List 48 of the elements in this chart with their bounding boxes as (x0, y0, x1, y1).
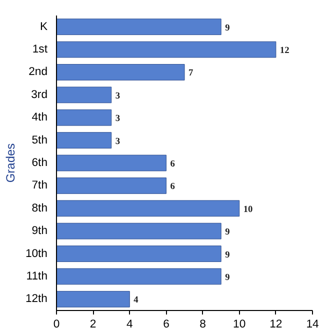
data-label: 4 (134, 296, 139, 306)
data-label: 9 (225, 23, 230, 34)
data-label: 3 (115, 136, 120, 147)
x-tick-label: 6 (163, 318, 170, 330)
data-label: 12 (280, 46, 290, 56)
data-label: 6 (170, 182, 176, 192)
data-label: 9 (225, 228, 230, 238)
data-label: 10 (243, 204, 254, 215)
bar (56, 200, 240, 217)
bar (56, 86, 112, 104)
x-tick-label: 2 (90, 318, 96, 330)
data-label: 7 (188, 68, 194, 79)
y-tick-label: 10th (25, 248, 48, 260)
bar (56, 132, 112, 148)
x-tick-label: 4 (126, 318, 133, 330)
data-label: 3 (115, 114, 120, 124)
bar (56, 290, 130, 308)
x-tick-label: 10 (233, 318, 246, 330)
y-tick-label: K (40, 20, 48, 33)
bar (56, 64, 185, 80)
x-tick-label: 0 (53, 318, 60, 330)
bar (56, 18, 222, 36)
bar (56, 41, 276, 58)
y-axis-title: Grades (3, 143, 18, 183)
y-tick-label: 2nd (28, 66, 48, 78)
bar (56, 268, 222, 285)
y-tick-label: 8th (32, 202, 48, 214)
y-tick-label: 5th (32, 134, 48, 146)
y-tick-label: 9th (32, 225, 48, 238)
bar (56, 109, 112, 126)
y-tick-label: 6th (32, 157, 48, 169)
bar (56, 246, 222, 262)
y-tick-label: 3rd (31, 88, 48, 101)
y-tick-label: 12th (25, 293, 48, 306)
y-tick-label: 4th (32, 112, 48, 124)
bar (56, 154, 166, 172)
data-label: 9 (225, 250, 230, 260)
y-tick-label: 7th (32, 180, 48, 192)
data-label: 3 (115, 91, 120, 102)
x-tick-label: 8 (200, 318, 206, 330)
y-tick-label: 11th (26, 270, 48, 282)
data-label: 9 (225, 272, 230, 283)
x-tick-label: 12 (270, 318, 282, 330)
data-label: 6 (170, 160, 176, 170)
x-tick-label: 14 (306, 318, 319, 330)
y-tick-label: 1st (32, 44, 48, 56)
bar (56, 222, 222, 240)
bar (56, 178, 166, 194)
